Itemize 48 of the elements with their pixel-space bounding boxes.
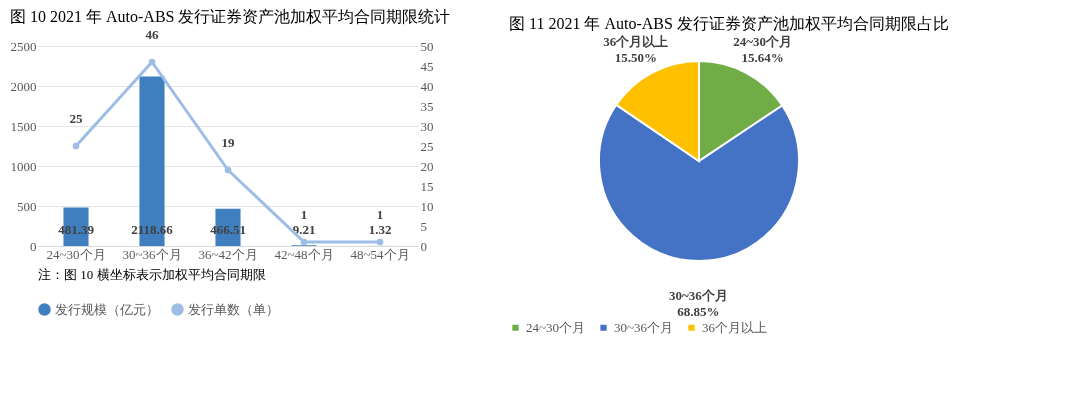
chart-title: 图 11 2021 年 Auto-ABS 发行证券资产池加权平均合同期限占比 [509,14,949,32]
x-tick-label: 42~48个月 [274,246,334,262]
legend-label: 发行单数（单） [188,301,279,317]
point [224,166,232,174]
y2-tick-label: 35 [420,98,434,114]
data-label: 15.50% [614,49,657,65]
point [300,238,308,246]
y2-tick-label: 10 [420,198,434,214]
y2-tick-label: 15 [420,178,434,194]
data-label: 1.32 [368,222,392,237]
data-label: 46 [145,27,159,42]
y2-tick-label: 25 [420,138,434,154]
y-tick-label: 2500 [10,38,37,54]
legend-label: 36个月以上 [702,319,767,335]
slice-label: 24~30个月 [733,33,793,49]
data-label: 9.21 [292,222,316,237]
y-tick-label: 1000 [10,158,37,174]
y2-tick-label: 5 [420,218,427,234]
chart-title: 图 10 2021 年 Auto-ABS 发行证券资产池加权平均合同期限统计 [10,8,451,25]
slice-label: 36个月以上 [603,33,669,49]
data-label: 68.85% [677,304,720,319]
text: 注：图 10 横坐标表示加权平均合同期限 [38,267,266,282]
point [376,238,384,246]
data-label: 25 [69,111,83,126]
data-label: 19 [221,135,235,150]
data-label: 1 [376,207,384,222]
x-tick-label: 24~30个月 [46,246,106,262]
legend-label: 30~36个月 [614,319,674,335]
data-label: 15.64% [741,49,784,65]
slice-label: 30~36个月 [669,288,728,303]
y2-tick-label: 45 [420,58,434,74]
point [148,58,156,66]
y-tick-label: 1500 [10,118,37,134]
legend-label: 发行规模（亿元） [55,301,159,317]
x-tick-label: 48~54个月 [350,246,410,262]
y2-tick-label: 40 [420,78,434,94]
x-tick-label: 36~42个月 [198,246,258,262]
y2-tick-label: 0 [420,238,427,254]
point [72,142,80,150]
y2-tick-label: 20 [420,158,434,174]
y-tick-label: 500 [17,198,37,214]
y2-tick-label: 30 [420,118,434,134]
y-tick-label: 2000 [10,78,37,94]
data-label: 1 [300,207,308,222]
y2-tick-label: 50 [420,38,434,54]
legend-label: 24~30个月 [526,319,586,335]
x-tick-label: 30~36个月 [122,246,182,262]
y-tick-label: 0 [30,238,37,254]
